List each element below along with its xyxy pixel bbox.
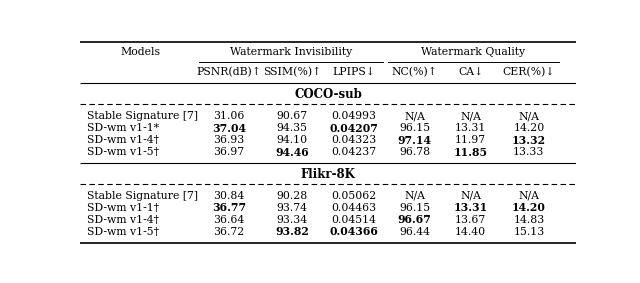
Text: 94.46: 94.46 [275,147,309,158]
Text: PSNR(dB)↑: PSNR(dB)↑ [196,67,261,77]
Text: 94.35: 94.35 [276,123,308,133]
Text: SD-wm v1-5†: SD-wm v1-5† [88,147,159,157]
Text: SD-wm v1-4†: SD-wm v1-4† [88,215,159,225]
Text: N/A: N/A [404,191,426,201]
Text: 0.04237: 0.04237 [332,147,376,157]
Text: 96.15: 96.15 [399,123,430,133]
Text: 36.77: 36.77 [212,202,246,213]
Text: 36.72: 36.72 [213,227,244,237]
Text: CER(%)↓: CER(%)↓ [502,67,555,77]
Text: 30.84: 30.84 [213,191,244,201]
Text: 15.13: 15.13 [513,227,545,237]
Text: N/A: N/A [404,111,426,121]
Text: 96.15: 96.15 [399,203,430,213]
Text: Flikr-8K: Flikr-8K [301,168,355,181]
Text: SSIM(%)↑: SSIM(%)↑ [263,67,321,77]
Text: 11.97: 11.97 [455,135,486,145]
Text: 13.31: 13.31 [454,202,488,213]
Text: 0.05062: 0.05062 [332,191,377,201]
Text: 93.82: 93.82 [275,226,309,237]
Text: Stable Signature [7]: Stable Signature [7] [88,111,198,121]
Text: NC(%)↑: NC(%)↑ [392,67,438,77]
Text: 14.83: 14.83 [513,215,545,225]
Text: Watermark Invisibility: Watermark Invisibility [230,48,352,57]
Text: 13.67: 13.67 [455,215,486,225]
Text: 14.20: 14.20 [512,202,546,213]
Text: 13.31: 13.31 [455,123,486,133]
Text: 90.28: 90.28 [276,191,308,201]
Text: 11.85: 11.85 [454,147,488,158]
Text: 96.44: 96.44 [399,227,430,237]
Text: SD-wm v1-4†: SD-wm v1-4† [88,135,159,145]
Text: COCO-sub: COCO-sub [294,88,362,101]
Text: SD-wm v1-5†: SD-wm v1-5† [88,227,159,237]
Text: 94.10: 94.10 [276,135,308,145]
Text: Watermark Quality: Watermark Quality [421,48,525,57]
Text: 0.04323: 0.04323 [332,135,377,145]
Text: LPIPS↓: LPIPS↓ [333,67,376,77]
Text: CA↓: CA↓ [458,67,483,77]
Text: N/A: N/A [460,111,481,121]
Text: Stable Signature [7]: Stable Signature [7] [88,191,198,201]
Text: 0.04207: 0.04207 [330,123,378,134]
Text: SD-wm v1-1†: SD-wm v1-1† [88,203,160,213]
Text: 13.33: 13.33 [513,147,545,157]
Text: 14.20: 14.20 [513,123,545,133]
Text: 90.67: 90.67 [276,111,308,121]
Text: N/A: N/A [460,191,481,201]
Text: 14.40: 14.40 [455,227,486,237]
Text: 36.93: 36.93 [213,135,244,145]
Text: 97.14: 97.14 [398,135,432,146]
Text: 0.04993: 0.04993 [332,111,376,121]
Text: 13.32: 13.32 [512,135,546,146]
Text: 93.34: 93.34 [276,215,308,225]
Text: 96.67: 96.67 [398,214,432,225]
Text: 0.04366: 0.04366 [330,226,378,237]
Text: 37.04: 37.04 [212,123,246,134]
Text: 36.64: 36.64 [213,215,244,225]
Text: Models: Models [121,48,161,57]
Text: SD-wm v1-1*: SD-wm v1-1* [88,123,159,133]
Text: N/A: N/A [518,191,540,201]
Text: 31.06: 31.06 [213,111,244,121]
Text: N/A: N/A [518,111,540,121]
Text: 93.74: 93.74 [276,203,308,213]
Text: 0.04514: 0.04514 [332,215,376,225]
Text: 96.78: 96.78 [399,147,430,157]
Text: 36.97: 36.97 [213,147,244,157]
Text: 0.04463: 0.04463 [332,203,376,213]
